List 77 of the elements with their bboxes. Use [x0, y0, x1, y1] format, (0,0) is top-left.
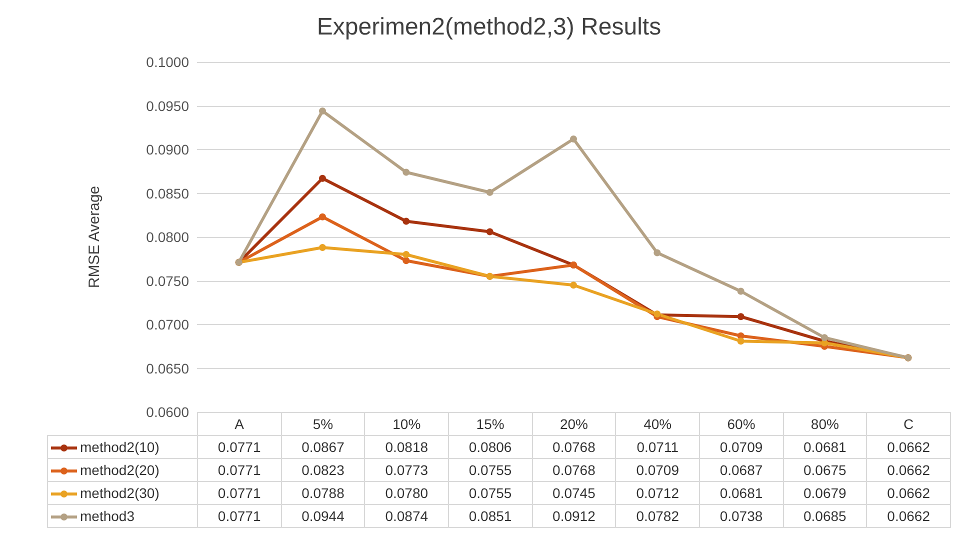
- point: [737, 338, 744, 345]
- data-label: 0.0755: [448, 458, 532, 482]
- data-label: 0.0745: [532, 482, 616, 504]
- data-label: 0.0675: [783, 458, 867, 482]
- data-label: 0.0679: [783, 482, 867, 504]
- x-tick-label: 60%: [699, 412, 784, 436]
- y-tick-label: 0.0750: [146, 272, 190, 289]
- y-tick-label: 0.0800: [146, 229, 190, 245]
- y-tick-label: 0.0700: [146, 316, 190, 332]
- y-tick-label: 0.0900: [146, 142, 190, 158]
- x-tick-label: 40%: [616, 412, 700, 436]
- data-label: 0.0709: [616, 458, 700, 482]
- y-tick-label: 0.0650: [146, 360, 190, 376]
- x-tick-label: A: [198, 412, 282, 436]
- point: [486, 188, 494, 196]
- point: [319, 213, 326, 220]
- y-tick-label: 0.0600: [146, 404, 190, 420]
- data-label: 0.0771: [198, 482, 282, 504]
- point: [319, 174, 326, 182]
- point: [402, 218, 410, 225]
- data-label: 0.0709: [699, 436, 784, 458]
- data-label: 0.0768: [532, 436, 616, 458]
- data-label: 0.0874: [364, 504, 448, 528]
- x-tick-label: 80%: [783, 412, 867, 436]
- chart-title: Experimen2(method2,3) Results: [316, 14, 662, 40]
- data-label: 0.0867: [281, 436, 365, 458]
- legend-label: method3: [80, 508, 134, 524]
- y-tick-label: 0.1000: [146, 54, 190, 70]
- data-label: 0.0662: [866, 504, 950, 528]
- y-axis-title: RMSE Average: [86, 186, 103, 288]
- data-label: 0.0681: [783, 436, 867, 458]
- point: [737, 288, 744, 295]
- data-label: 0.0768: [532, 458, 616, 482]
- point: [737, 313, 744, 320]
- data-label: 0.0662: [866, 436, 950, 458]
- data-label: 0.0851: [448, 504, 532, 528]
- point: [654, 249, 661, 256]
- data-label: 0.0912: [532, 504, 616, 528]
- point: [319, 108, 326, 114]
- data-label: 0.0685: [783, 504, 867, 528]
- data-label: 0.0771: [198, 458, 282, 482]
- x-tick-label: 15%: [448, 412, 532, 436]
- point: [402, 257, 410, 264]
- x-tick-label: 10%: [364, 412, 448, 436]
- legend-label: method2(20): [80, 462, 160, 478]
- data-label: 0.0712: [616, 482, 700, 504]
- x-tick-label: C: [866, 412, 950, 436]
- data-label: 0.0711: [616, 436, 700, 458]
- point: [570, 282, 577, 289]
- y-tick-label: 0.0950: [146, 98, 190, 114]
- data-label: 0.0687: [699, 458, 784, 482]
- data-label: 0.0773: [364, 458, 448, 482]
- point: [821, 334, 828, 342]
- data-label: 0.0662: [866, 458, 950, 482]
- data-label: 0.0823: [281, 458, 365, 482]
- data-label: 0.0681: [699, 482, 784, 504]
- data-label: 0.0788: [281, 482, 365, 504]
- data-label: 0.0780: [364, 482, 448, 504]
- data-label: 0.0771: [198, 436, 282, 458]
- data-label: 0.0738: [699, 504, 784, 528]
- data-label: 0.0662: [866, 482, 950, 504]
- legend-label: method2(30): [80, 485, 160, 501]
- data-label: 0.0806: [448, 436, 532, 458]
- data-label: 0.0755: [448, 482, 532, 504]
- data-label: 0.0818: [364, 436, 448, 458]
- data-label: 0.0944: [281, 504, 365, 528]
- data-label: 0.0782: [616, 504, 700, 528]
- point: [402, 168, 410, 176]
- x-tick-label: 5%: [281, 412, 365, 436]
- legend-label: method2(10): [80, 439, 160, 455]
- point: [402, 251, 410, 258]
- data-label: 0.0771: [198, 504, 282, 528]
- y-tick-label: 0.0850: [146, 185, 190, 202]
- point: [319, 244, 326, 251]
- point: [570, 136, 577, 142]
- point: [486, 228, 494, 236]
- x-tick-label: 20%: [532, 412, 616, 436]
